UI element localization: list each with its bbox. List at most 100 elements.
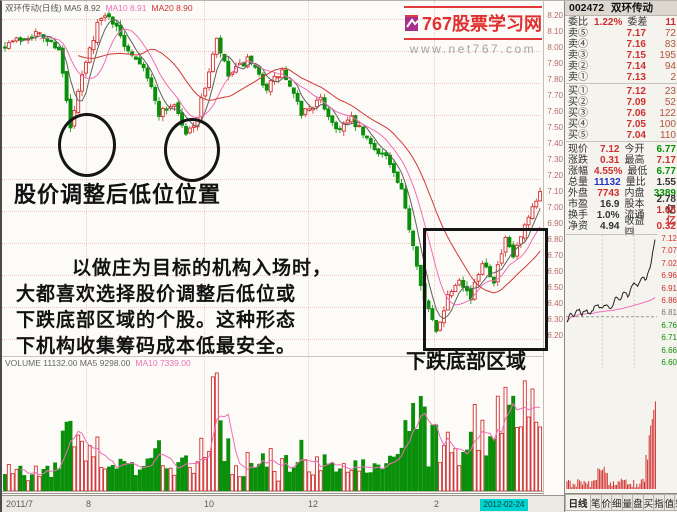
grid-line-h [2,179,541,180]
annotation-paragraph-line: 以做庄为目标的机构入场时， [72,258,333,279]
intraday-price-tick: 6.81 [661,308,677,318]
buy-row[interactable]: 买④ 7.05 100 [565,119,677,130]
info-row: 换手 1.0% 流通 1.08亿 [565,205,677,227]
sell-row[interactable]: 卖⑤ 7.17 72 [565,28,677,39]
info-value: 7.12 [600,144,620,155]
sell-row[interactable]: 卖③ 7.15 195 [565,50,677,61]
buy-row-price: 7.05 [626,119,646,130]
grid-line-h [2,115,541,116]
divider [566,83,677,84]
site-logo: 767股票学习网 www.net767.com [404,6,542,56]
quote-panel: 002472 双环传动 委比 1.22% 委差 11 卖⑤ 7.17 72 卖④ 7.1… [564,1,677,512]
sell-row-price: 7.16 [626,39,646,50]
intraday-mini-chart[interactable] [566,234,657,368]
price-axis-label: 7.90 [547,59,563,68]
volume-title-segment: VOLUME 11132.00 MA5 9298.00 [5,358,131,368]
buy-row-price: 7.12 [626,86,646,97]
grid-line-h [2,243,541,244]
info-value: 16.9 [600,199,620,210]
tab-价[interactable]: 价 [601,494,613,511]
weibi-row: 委比 1.22% 委差 11 [565,17,677,28]
intraday-price-tick: 6.71 [661,333,677,343]
info-label: 总量 [568,177,588,188]
buy-row-volume: 23 [664,86,676,97]
sell-row[interactable]: 卖② 7.14 94 [565,61,677,72]
intraday-volume [566,401,656,489]
buy-row-label: 买① [568,86,588,97]
info-row: 现价 7.12 今开 6.77 [565,144,677,155]
chart-logo-icon [405,15,418,31]
chart-title-segment: MA20 8.90 [151,3,193,13]
buy-row[interactable]: 买③ 7.06 122 [565,108,677,119]
intraday-price-ladder: 7.12 7.07 7.02 6.96 6.91 6.86 6.81 6.76 6.71 6.66… [657,234,677,369]
info-value: 4.55% [594,166,623,177]
tab-买[interactable]: 买 [643,494,655,511]
tab-笔[interactable]: 笔 [591,494,602,511]
volume-title-segment: MA10 7339.00 [135,358,191,368]
sell-row-label: 卖① [568,72,588,83]
buy-row-volume: 122 [659,108,676,119]
grid-line-h [2,275,541,276]
info-value: 4.94 [600,221,620,232]
buy-row-label: 买② [568,97,588,108]
price-axis-label: 6.50 [547,283,563,292]
price-axis-label: 7.70 [547,91,563,100]
info-value: 0.31 [600,155,620,166]
sell-row-price: 7.14 [626,61,646,72]
info-value: 1.08亿 [656,204,676,227]
logo-row: 767股票学习网 [404,6,542,40]
grid-line-h [2,211,541,212]
price-axis-label: 7.50 [547,123,563,132]
grid-line-v [204,1,205,493]
info-row: 净资 4.94 收益㈣ 0.32 [565,216,677,238]
sell-row-volume: 195 [659,50,676,61]
annotation-circle-1 [58,113,116,177]
info-row: 市盈 16.9 股本 2.78亿 [565,194,677,216]
price-axis-label: 6.40 [547,299,563,308]
price-axis-label: 7.10 [547,187,563,196]
intraday-price-tick: 7.12 [661,234,677,243]
info-label: 收益㈣ [624,215,645,238]
annotation-box-label: 下跌底部区域 [406,351,526,373]
sell-row-label: 卖⑤ [568,28,588,39]
buy-row-volume: 52 [664,97,676,108]
sell-row[interactable]: 卖① 7.13 2 [565,72,677,83]
tab-period-daily[interactable]: 日线 [565,494,591,511]
tab-量[interactable]: 量 [622,494,634,511]
price-axis-label: 6.70 [547,251,563,260]
intraday-price-tick: 6.60 [661,358,677,367]
grid-line-h [2,19,541,20]
tab-盘[interactable]: 盘 [633,494,644,511]
buy-row[interactable]: 买⑤ 7.04 110 [565,130,677,141]
info-row: 涨幅 4.55% 最低 6.77 [565,166,677,177]
price-axis-label: 6.20 [547,331,563,340]
sell-row-price: 7.17 [626,28,646,39]
buy-row[interactable]: 买① 7.12 23 [565,86,677,97]
price-axis-label: 6.30 [547,315,563,324]
volume-chart-pane[interactable] [2,367,543,493]
sell-row[interactable]: 卖④ 7.16 83 [565,39,677,50]
info-label: 内盘 [624,188,645,199]
info-label: 今开 [624,144,645,155]
tab-细[interactable]: 细 [612,494,623,511]
buy-row-price: 7.09 [626,97,646,108]
grid-line-v [434,1,435,493]
price-axis-label: 6.90 [547,219,563,228]
tab-筹[interactable]: 筹 [675,494,677,511]
tab-值[interactable]: 值 [664,494,676,511]
annotation-paragraph-line: 下跌底部区域的个股。这种形态 [16,310,297,331]
volume-chart [2,372,543,492]
tab-指[interactable]: 指 [654,494,665,511]
price-axis-label: 8.00 [547,43,563,52]
weicha-value: 11 [665,17,676,28]
info-value: 6.77 [656,166,676,177]
selected-date-badge: 2012-02-24 [480,499,528,511]
time-axis-label: 12 [308,499,319,509]
chart-title-bar: 双环传动(日线) MA5 8.92 MA10 8.91 MA20 8.90 [5,2,198,14]
info-row: 外盘 7743 内盘 3389 [565,188,677,199]
buy-row[interactable]: 买② 7.09 52 [565,97,677,108]
divider [566,141,677,142]
price-axis-label: 6.60 [547,267,563,276]
pane-divider [2,356,543,357]
